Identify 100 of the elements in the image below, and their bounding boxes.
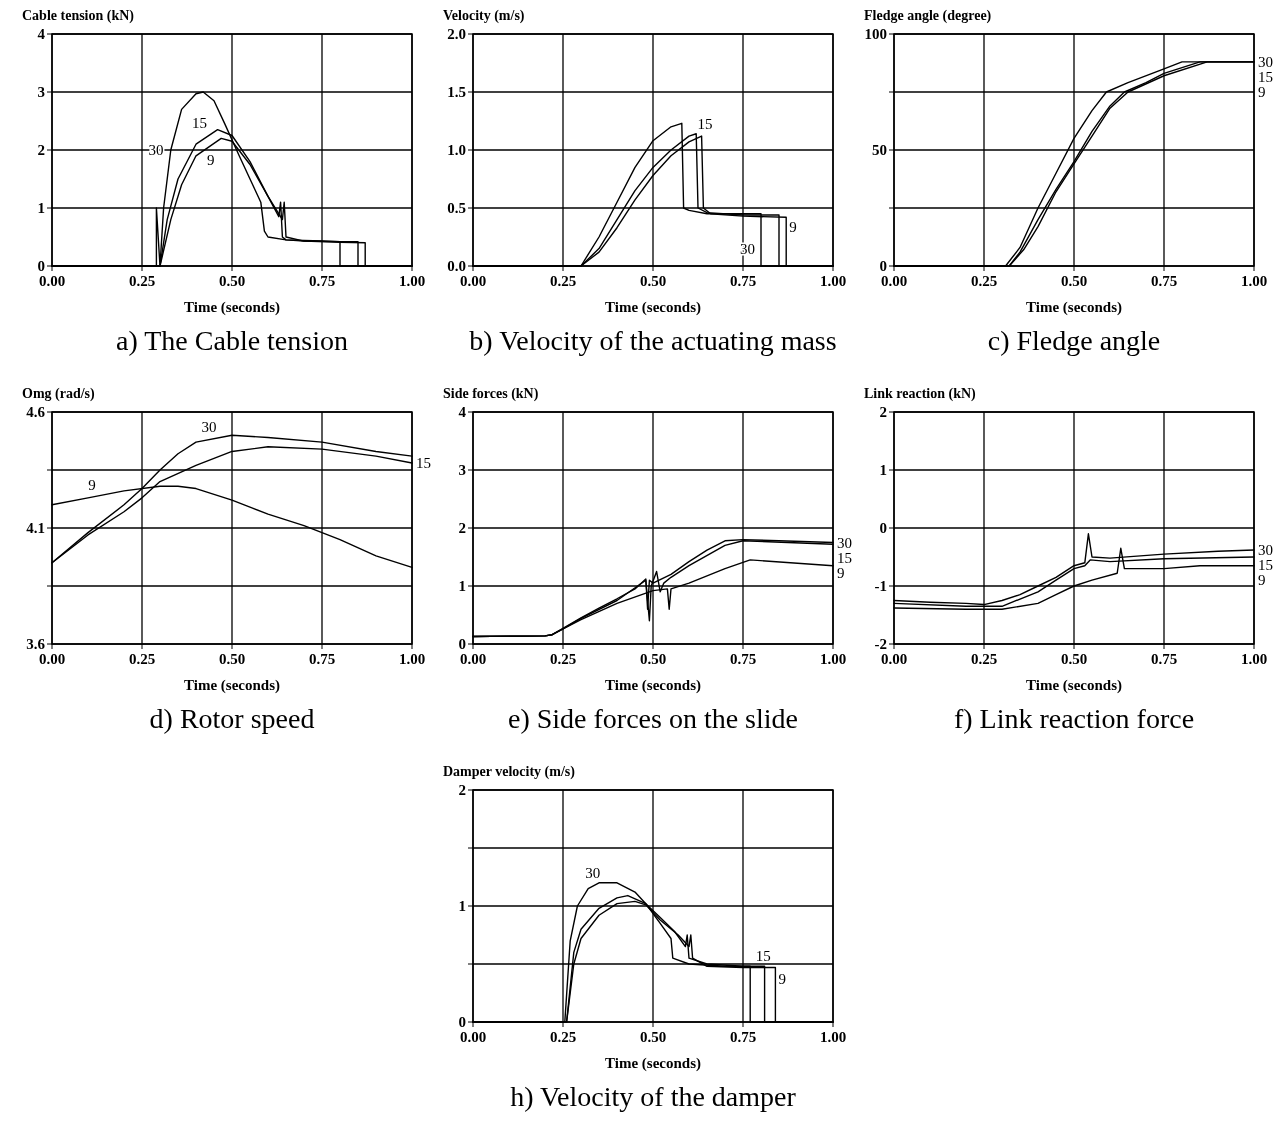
x-tick-label: 0.00 — [880, 273, 908, 289]
y-tick-label: 4.1 — [26, 520, 45, 537]
y-tick-label: 0 — [37, 258, 45, 275]
x-tick-label: 0.75 — [1150, 273, 1178, 289]
x-tick-label: 1.00 — [819, 273, 847, 289]
y-tick-label: 4 — [458, 404, 467, 421]
x-axis-title: Time (seconds) — [605, 677, 701, 694]
x-tick-label: 0.50 — [218, 273, 246, 289]
y-tick-label: 3.6 — [26, 636, 46, 653]
x-tick-label: 1.00 — [819, 651, 847, 667]
y-axis-title: Velocity (m/s) — [443, 8, 525, 24]
y-tick-label: 4.6 — [26, 404, 46, 421]
x-tick-label: 0.75 — [729, 273, 757, 289]
series-label: 15 — [837, 549, 852, 566]
series-label: 9 — [778, 971, 786, 988]
x-tick-label: 0.00 — [459, 1029, 487, 1045]
text: f) Link reaction force — [953, 703, 1195, 734]
y-tick-label: 0 — [879, 520, 887, 537]
x-tick-label: 0.75 — [1150, 651, 1178, 667]
y-tick-label: 2 — [37, 142, 45, 159]
y-tick-label: 50 — [872, 142, 887, 159]
x-tick-label: 0.50 — [639, 1029, 667, 1045]
y-tick-label: 2.0 — [447, 26, 466, 43]
x-tick-label: 0.75 — [729, 651, 757, 667]
x-tick-label: 1.00 — [1240, 273, 1268, 289]
series-label: 9 — [1258, 83, 1266, 100]
x-tick-label: 0.25 — [549, 273, 577, 289]
x-tick-label: 0.25 — [970, 273, 998, 289]
text: b) Velocity of the actuating mass — [469, 325, 837, 356]
series-label: 15 — [416, 455, 431, 472]
x-tick-label: 0.50 — [218, 651, 246, 667]
x-tick-label: 0.25 — [128, 273, 156, 289]
y-axis-title: Omg (rad/s) — [22, 386, 96, 402]
x-tick-label: 0.00 — [38, 273, 66, 289]
series-label: 9 — [789, 219, 797, 236]
y-tick-label: 0.0 — [447, 258, 466, 275]
y-axis-title: Cable tension (kN) — [22, 8, 135, 24]
x-tick-label: 0.75 — [308, 273, 336, 289]
text: a) The Cable tension — [116, 325, 348, 356]
y-tick-label: 2 — [458, 520, 466, 537]
text: c) Fledge angle — [987, 325, 1161, 356]
y-tick-label: 100 — [864, 26, 887, 43]
series-label: 9 — [1258, 572, 1266, 589]
x-tick-label: 0.25 — [970, 651, 998, 667]
series-label: 9 — [837, 564, 845, 581]
text: d) Rotor speed — [149, 703, 315, 734]
y-tick-label: 0.5 — [447, 200, 466, 217]
x-tick-label: 0.50 — [639, 651, 667, 667]
y-tick-label: 0 — [879, 258, 887, 275]
x-axis-title: Time (seconds) — [605, 299, 701, 316]
y-tick-label: 0 — [458, 636, 466, 653]
x-axis-title: Time (seconds) — [184, 677, 280, 694]
x-axis-title: Time (seconds) — [1026, 677, 1122, 694]
x-tick-label: 0.00 — [880, 651, 908, 667]
series-label: 30 — [585, 864, 601, 881]
x-tick-label: 0.50 — [639, 273, 667, 289]
series-label: 9 — [88, 477, 96, 494]
y-tick-label: 1.0 — [447, 142, 466, 159]
x-tick-label: 0.50 — [1060, 273, 1088, 289]
y-tick-label: 0 — [458, 1014, 466, 1031]
y-axis-title: Link reaction (kN) — [864, 386, 977, 402]
x-tick-label: 0.00 — [459, 273, 487, 289]
series-label: 15 — [1258, 68, 1273, 85]
x-tick-label: 0.75 — [729, 1029, 757, 1045]
series-label: 30 — [1258, 53, 1273, 70]
y-tick-label: 4 — [37, 26, 46, 43]
series-label: 30 — [1258, 542, 1273, 559]
x-axis-title: Time (seconds) — [184, 299, 280, 316]
y-tick-label: 1 — [879, 462, 887, 479]
x-tick-label: 1.00 — [398, 273, 426, 289]
x-axis-title: Time (seconds) — [605, 1055, 701, 1072]
y-tick-label: 3 — [37, 84, 45, 101]
x-tick-label: 0.00 — [38, 651, 66, 667]
y-tick-label: 3 — [458, 462, 466, 479]
series-label: 9 — [206, 152, 215, 169]
x-tick-label: 0.25 — [549, 1029, 577, 1045]
y-tick-label: -2 — [874, 636, 887, 653]
y-tick-label: -1 — [874, 578, 887, 595]
y-tick-label: 1 — [37, 200, 45, 217]
x-axis-title: Time (seconds) — [1026, 299, 1122, 316]
x-tick-label: 0.25 — [549, 651, 577, 667]
y-axis-title: Fledge angle (degree) — [864, 8, 992, 24]
y-tick-label: 2 — [879, 404, 887, 421]
x-tick-label: 1.00 — [819, 1029, 847, 1045]
series-label: 15 — [1258, 557, 1273, 574]
x-tick-label: 0.25 — [128, 651, 156, 667]
series-label: 15 — [755, 948, 771, 965]
series-label: 30 — [201, 419, 217, 436]
x-tick-label: 1.00 — [1240, 651, 1268, 667]
y-tick-label: 1 — [458, 578, 466, 595]
x-tick-label: 0.75 — [308, 651, 336, 667]
series-label: 30 — [837, 534, 852, 551]
y-tick-label: 1.5 — [447, 84, 466, 101]
y-tick-label: 1 — [458, 898, 466, 915]
text: e) Side forces on the slide — [507, 703, 799, 734]
text: h) Velocity of the damper — [510, 1081, 797, 1112]
x-tick-label: 1.00 — [398, 651, 426, 667]
x-tick-label: 0.50 — [1060, 651, 1088, 667]
x-tick-label: 0.00 — [459, 651, 487, 667]
series-label: 15 — [697, 116, 713, 133]
